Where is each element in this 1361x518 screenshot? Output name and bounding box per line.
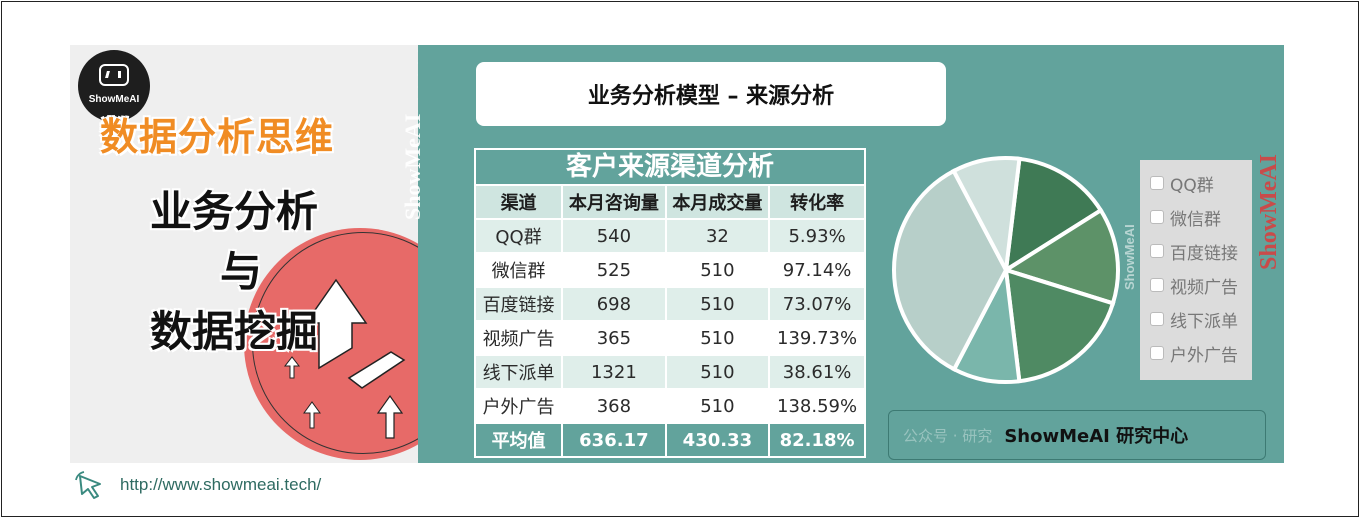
cell-conversion: 5.93% (768, 218, 866, 254)
footer-brand-name: ShowMeAI 研究中心 (1004, 426, 1189, 447)
header-conversion: 转化率 (768, 184, 866, 220)
legend-item: 视频广告 (1140, 268, 1252, 302)
cell-average-conversion: 82.18% (768, 422, 866, 458)
legend-swatch (1150, 346, 1164, 360)
table-row: 百度链接 698 510 73.07% (473, 286, 866, 322)
pie-slice-户外广告 (951, 156, 1022, 277)
cell-deals: 510 (664, 320, 771, 356)
subtitle-line-2: 与 (220, 247, 263, 296)
table-header-row: 渠道 本月咨询量 本月成交量 转化率 (473, 184, 866, 220)
logo-brand-text: ShowMeAI (88, 94, 140, 105)
legend-label: 户外广告 (1170, 345, 1238, 366)
cell-deals: 510 (664, 354, 771, 390)
legend-item: 线下派单 (1140, 302, 1252, 336)
cell-conversion: 73.07% (768, 286, 866, 322)
legend-swatch (1150, 312, 1164, 326)
cell-channel: 线下派单 (473, 354, 564, 390)
legend-swatch (1150, 278, 1164, 292)
legend-label: 百度链接 (1170, 243, 1238, 264)
legend-item: 户外广告 (1140, 336, 1252, 370)
showmeai-logo: ShowMeAI (78, 50, 150, 122)
table-caption: 客户来源渠道分析 (474, 148, 866, 184)
cell-average-deals: 430.33 (664, 422, 771, 458)
cell-inquiries: 1321 (561, 354, 667, 390)
cell-inquiries: 540 (561, 218, 667, 254)
cell-conversion: 97.14% (768, 252, 866, 288)
legend-label: QQ群 (1170, 175, 1214, 196)
model-title: 业务分析模型 – 来源分析 (476, 62, 946, 126)
headline-title: 数据分析思维 (100, 115, 335, 159)
legend-label: 微信群 (1170, 209, 1221, 230)
legend-item: 百度链接 (1140, 234, 1252, 268)
cell-channel: 视频广告 (473, 320, 564, 356)
cell-deals: 510 (664, 388, 771, 424)
cell-deals: 32 (664, 218, 771, 254)
subtitle-line-3: 数据挖掘 (150, 307, 319, 356)
subtitle-line-1: 业务分析 (150, 187, 319, 236)
table-row: 户外广告 368 510 138.59% (473, 388, 866, 424)
pie-slice-QQ群 (1003, 156, 1104, 274)
cell-deals: 510 (664, 252, 771, 288)
legend-swatch (1150, 244, 1164, 258)
channel-table: 客户来源渠道分析 渠道 本月咨询量 本月成交量 转化率 QQ群 540 32 5… (473, 148, 866, 458)
table-row: QQ群 540 32 5.93% (473, 218, 866, 254)
legend-swatch (1150, 176, 1164, 190)
watermark-side: ShowMeAI (1122, 224, 1137, 290)
cell-average-label: 平均值 (473, 422, 564, 458)
robot-screen-icon (99, 64, 129, 86)
legend-label: 线下派单 (1170, 311, 1238, 332)
cell-channel: 户外广告 (473, 388, 564, 424)
table-average-row: 平均值 636.17 430.33 82.18% (473, 422, 866, 458)
table-row: 视频广告 365 510 139.73% (473, 320, 866, 356)
legend-swatch (1150, 210, 1164, 224)
pie-slice-百度链接 (1003, 267, 1116, 384)
cell-channel: 百度链接 (473, 286, 564, 322)
cell-deals: 510 (664, 286, 771, 322)
watermark-right: ShowMeAI (1256, 153, 1282, 270)
cell-channel: 微信群 (473, 252, 564, 288)
header-deals: 本月成交量 (664, 184, 771, 220)
cell-inquiries: 525 (561, 252, 667, 288)
pie-legend: QQ群 微信群 百度链接 视频广告 线下派单 户外广告 (1140, 160, 1252, 380)
footer-brand-box: 公众号 · 研究 ShowMeAI 研究中心 (888, 410, 1266, 460)
cell-inquiries: 698 (561, 286, 667, 322)
cell-average-inquiries: 636.17 (561, 422, 667, 458)
watermark-left: ShowMeAI (400, 113, 425, 220)
header-channel: 渠道 (473, 184, 564, 220)
header-inquiries: 本月咨询量 (561, 184, 667, 220)
table-row: 线下派单 1321 510 38.61% (473, 354, 866, 390)
cursor-click-icon (75, 471, 101, 499)
cell-channel: QQ群 (473, 218, 564, 254)
channel-pie-chart (892, 156, 1120, 384)
legend-item: 微信群 (1140, 200, 1252, 234)
cell-conversion: 139.73% (768, 320, 866, 356)
footer-faded-text: 公众号 · 研究 (903, 426, 993, 445)
cell-conversion: 38.61% (768, 354, 866, 390)
website-link[interactable]: http://www.showmeai.tech/ (120, 475, 322, 494)
cell-inquiries: 368 (561, 388, 667, 424)
url-row: http://www.showmeai.tech/ (74, 470, 321, 500)
pie-slice-微信群 (1001, 207, 1120, 306)
legend-label: 视频广告 (1170, 277, 1238, 298)
legend-item: QQ群 (1140, 166, 1252, 200)
cell-conversion: 138.59% (768, 388, 866, 424)
cell-inquiries: 365 (561, 320, 667, 356)
table-row: 微信群 525 510 97.14% (473, 252, 866, 288)
